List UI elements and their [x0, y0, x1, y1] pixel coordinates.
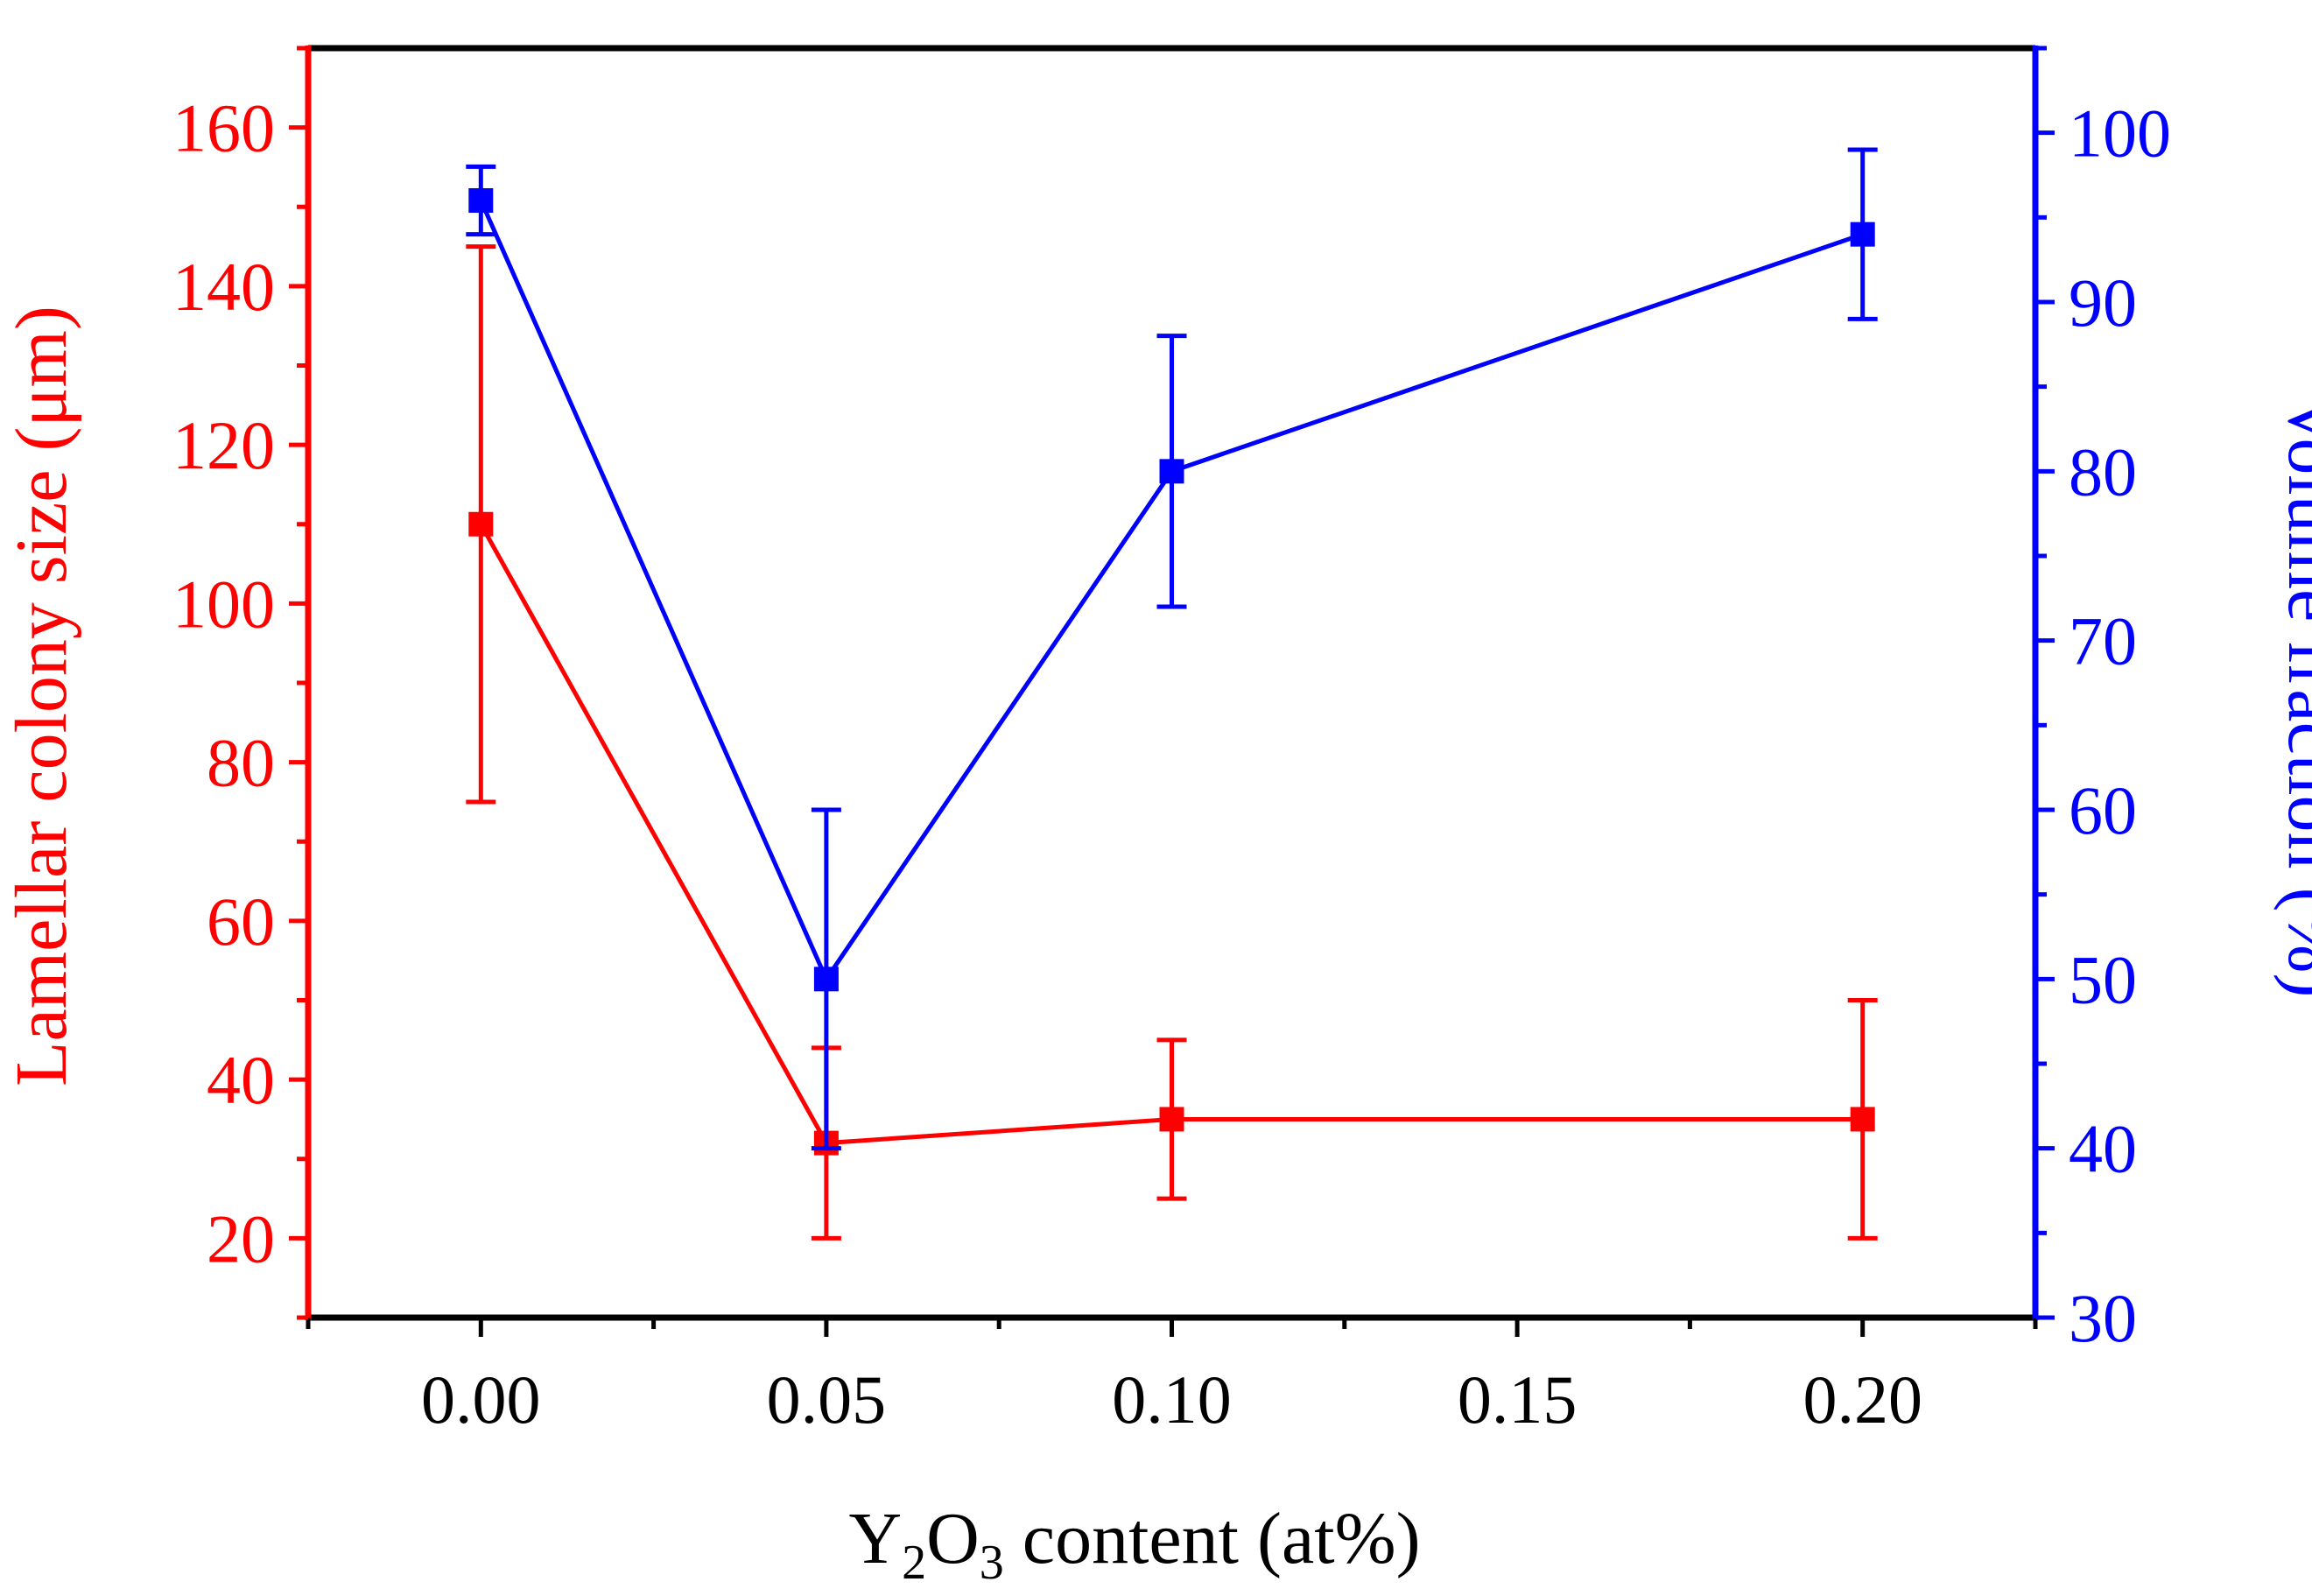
x-tick-label: 0.20: [1803, 1361, 1922, 1438]
y-left-tick-label: 120: [172, 407, 275, 483]
y-right-tick-label: 70: [2069, 603, 2137, 679]
x-axis-title-tail: content (at%): [1004, 1498, 1421, 1579]
series-layer: [466, 147, 1878, 1241]
x-tick-label: 0.10: [1112, 1361, 1232, 1438]
data-point-marker: [1159, 459, 1184, 484]
series-volume-fraction: [466, 147, 1878, 1151]
tick-marks: [289, 46, 2055, 1337]
tick-labels: 0.00 0.05 0.10 0.15 0.20 20 40 60 80 100 120 140 160…: [172, 90, 2171, 1438]
x-axis-title-sub1: 2: [902, 1536, 926, 1590]
y-right-tick-label: 60: [2069, 772, 2137, 848]
y-right-tick-label: 90: [2069, 264, 2137, 341]
data-point-marker: [1159, 1107, 1184, 1132]
series-line: [479, 523, 1863, 1146]
y-right-tick-label: 80: [2069, 433, 2137, 510]
y-left-tick-label: 80: [207, 725, 275, 801]
x-tick-label: 0.05: [767, 1361, 887, 1438]
y-left-tick-label: 40: [207, 1042, 275, 1118]
y-axis-left-title: Lamellar colony size (μm): [1, 306, 82, 1086]
x-tick-label: 0.00: [421, 1361, 541, 1438]
y-right-tick-label: 40: [2069, 1111, 2137, 1187]
x-axis-title-sub2: 3: [980, 1536, 1004, 1590]
data-point-marker: [1850, 221, 1875, 247]
y-left-tick-label: 160: [172, 90, 275, 166]
y-right-tick-label: 50: [2069, 941, 2137, 1017]
data-point-marker: [813, 967, 839, 992]
y-left-tick-label: 100: [172, 566, 275, 642]
data-point-marker: [468, 188, 494, 213]
x-axis-title-o: O: [926, 1498, 980, 1579]
series-line: [479, 199, 1864, 984]
y-axis-right-title: Volume fraction (%): [2273, 395, 2312, 998]
y-left-tick-label: 60: [207, 883, 275, 960]
y-right-tick-label: 30: [2069, 1280, 2137, 1356]
x-axis-title: Y2O3 content (at%): [848, 1498, 1420, 1590]
y-left-tick-label: 140: [172, 249, 275, 325]
x-axis-title-y: Y: [848, 1498, 902, 1579]
y-left-tick-label: 20: [207, 1200, 275, 1276]
data-point-marker: [1850, 1107, 1875, 1132]
y-right-tick-label: 100: [2069, 95, 2171, 172]
data-point-marker: [468, 511, 494, 537]
x-tick-label: 0.15: [1458, 1361, 1578, 1438]
